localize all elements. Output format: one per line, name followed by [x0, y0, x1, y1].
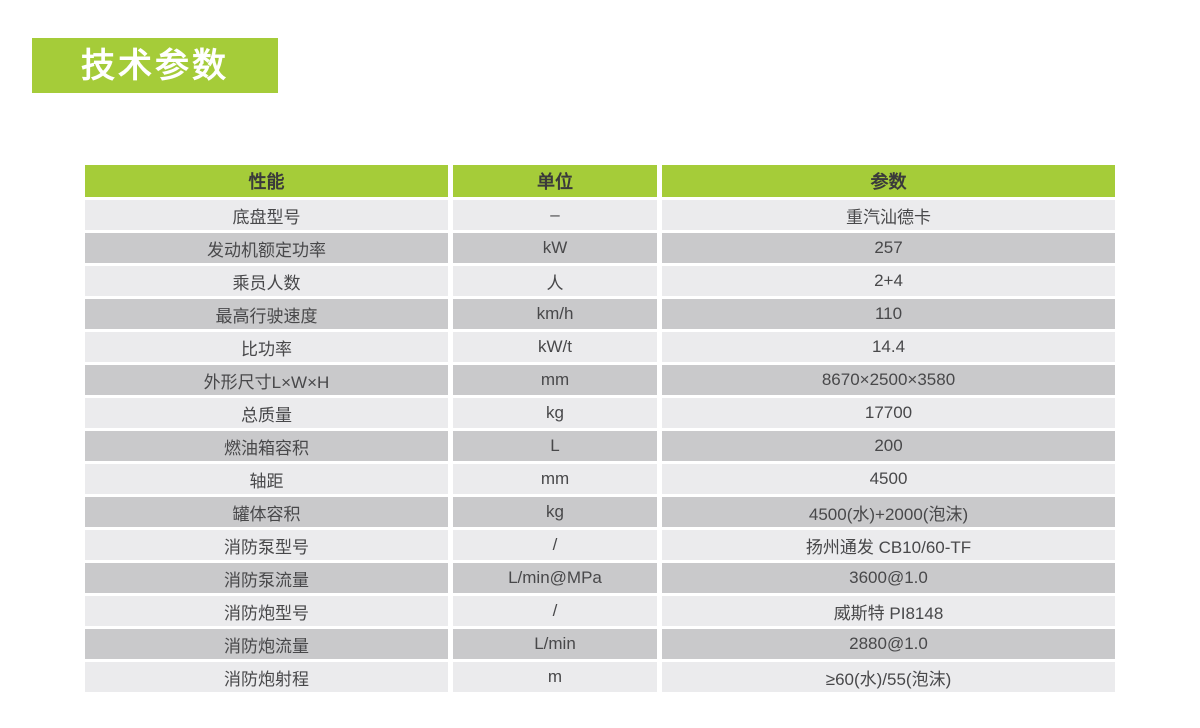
- cell-performance: 乘员人数: [85, 266, 448, 296]
- cell-performance: 消防炮射程: [85, 662, 448, 692]
- col-header-parameter: 参数: [662, 165, 1115, 197]
- cell-unit: kg: [453, 398, 657, 428]
- cell-performance: 燃油箱容积: [85, 431, 448, 461]
- cell-unit: mm: [453, 464, 657, 494]
- cell-unit: kW: [453, 233, 657, 263]
- cell-parameter: 110: [662, 299, 1115, 329]
- cell-unit: kW/t: [453, 332, 657, 362]
- cell-parameter: 4500(水)+2000(泡沫): [662, 497, 1115, 527]
- col-header-performance: 性能: [85, 165, 448, 197]
- cell-unit: L/min@MPa: [453, 563, 657, 593]
- cell-unit: mm: [453, 365, 657, 395]
- cell-unit: /: [453, 596, 657, 626]
- section-title-box: 技术参数: [32, 38, 278, 93]
- cell-unit: km/h: [453, 299, 657, 329]
- cell-unit: –: [453, 200, 657, 230]
- cell-unit: L/min: [453, 629, 657, 659]
- cell-parameter: 2+4: [662, 266, 1115, 296]
- cell-parameter: ≥60(水)/55(泡沫): [662, 662, 1115, 692]
- cell-performance: 消防泵型号: [85, 530, 448, 560]
- cell-unit: m: [453, 662, 657, 692]
- cell-performance: 消防炮流量: [85, 629, 448, 659]
- cell-performance: 消防泵流量: [85, 563, 448, 593]
- cell-parameter: 3600@1.0: [662, 563, 1115, 593]
- cell-parameter: 扬州通发 CB10/60-TF: [662, 530, 1115, 560]
- cell-parameter: 14.4: [662, 332, 1115, 362]
- cell-parameter: 2880@1.0: [662, 629, 1115, 659]
- cell-unit: L: [453, 431, 657, 461]
- cell-performance: 发动机额定功率: [85, 233, 448, 263]
- cell-parameter: 8670×2500×3580: [662, 365, 1115, 395]
- cell-parameter: 威斯特 PI8148: [662, 596, 1115, 626]
- cell-unit: /: [453, 530, 657, 560]
- cell-performance: 比功率: [85, 332, 448, 362]
- cell-unit: kg: [453, 497, 657, 527]
- cell-performance: 罐体容积: [85, 497, 448, 527]
- cell-parameter: 重汽汕德卡: [662, 200, 1115, 230]
- cell-parameter: 17700: [662, 398, 1115, 428]
- cell-performance: 消防炮型号: [85, 596, 448, 626]
- spec-table: 性能 单位 参数 底盘型号 – 重汽汕德卡 发动机额定功率 kW 257 乘员人…: [85, 165, 1115, 692]
- cell-performance: 总质量: [85, 398, 448, 428]
- cell-parameter: 257: [662, 233, 1115, 263]
- cell-performance: 外形尺寸L×W×H: [85, 365, 448, 395]
- section-title: 技术参数: [81, 46, 229, 85]
- col-header-unit: 单位: [453, 165, 657, 197]
- cell-performance: 底盘型号: [85, 200, 448, 230]
- cell-parameter: 4500: [662, 464, 1115, 494]
- cell-performance: 轴距: [85, 464, 448, 494]
- cell-unit: 人: [453, 266, 657, 296]
- cell-parameter: 200: [662, 431, 1115, 461]
- cell-performance: 最高行驶速度: [85, 299, 448, 329]
